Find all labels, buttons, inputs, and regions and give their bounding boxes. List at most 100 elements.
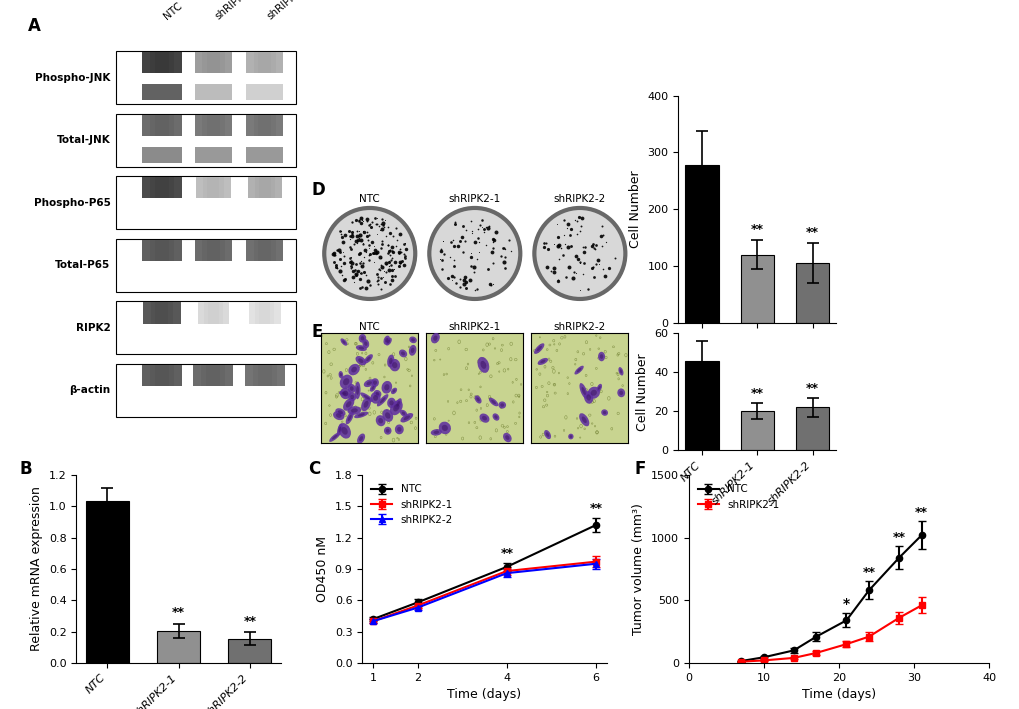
Text: **: ** (805, 225, 818, 239)
Ellipse shape (338, 371, 342, 379)
Legend: NTC, shRIPK2-1: NTC, shRIPK2-1 (693, 480, 783, 514)
Text: **: ** (172, 606, 184, 619)
Ellipse shape (392, 404, 399, 411)
Circle shape (325, 209, 414, 298)
Ellipse shape (618, 367, 623, 376)
Bar (195, 115, 231, 136)
Text: **: ** (244, 615, 256, 627)
Bar (254, 115, 276, 136)
Bar (155, 240, 169, 261)
Ellipse shape (336, 423, 342, 435)
Bar (116, 176, 296, 229)
Ellipse shape (584, 391, 593, 403)
Ellipse shape (379, 397, 385, 403)
Ellipse shape (361, 397, 371, 411)
Bar (207, 240, 220, 261)
Ellipse shape (339, 373, 341, 376)
Ellipse shape (377, 394, 388, 406)
Ellipse shape (354, 412, 368, 418)
Ellipse shape (409, 345, 416, 356)
Ellipse shape (396, 427, 401, 432)
Ellipse shape (338, 427, 341, 432)
Ellipse shape (596, 384, 601, 391)
Text: Total-P65: Total-P65 (55, 260, 110, 270)
Ellipse shape (590, 390, 596, 396)
Ellipse shape (366, 381, 371, 385)
Ellipse shape (364, 354, 373, 364)
Text: **: ** (589, 502, 601, 515)
Bar (206, 364, 220, 386)
Ellipse shape (356, 345, 367, 351)
Text: NTC: NTC (162, 0, 184, 21)
Title: NTC: NTC (359, 323, 380, 333)
Ellipse shape (400, 352, 405, 355)
Text: RIPK2: RIPK2 (75, 323, 110, 333)
Ellipse shape (385, 429, 389, 432)
Ellipse shape (502, 432, 512, 442)
Ellipse shape (441, 425, 447, 431)
Bar (685, 360, 718, 450)
Text: **: ** (892, 531, 905, 544)
Ellipse shape (616, 389, 625, 397)
Ellipse shape (364, 379, 374, 387)
Bar (142, 84, 181, 100)
Title: shRIPK2-1: shRIPK2-1 (448, 194, 500, 204)
Bar (195, 147, 231, 162)
Ellipse shape (619, 391, 623, 395)
Bar (258, 115, 271, 136)
Ellipse shape (385, 338, 388, 342)
Ellipse shape (482, 415, 486, 420)
Ellipse shape (386, 340, 390, 344)
Y-axis label: Relative mRNA expression: Relative mRNA expression (31, 486, 44, 652)
Bar (795, 263, 828, 323)
Bar (740, 411, 773, 450)
Ellipse shape (371, 378, 378, 387)
Ellipse shape (347, 384, 356, 393)
Bar (202, 115, 224, 136)
Ellipse shape (371, 386, 374, 390)
Ellipse shape (378, 418, 383, 423)
Ellipse shape (599, 354, 602, 359)
Legend: NTC, shRIPK2-1, shRIPK2-2: NTC, shRIPK2-1, shRIPK2-2 (367, 480, 457, 529)
Ellipse shape (579, 413, 589, 426)
Bar (203, 177, 223, 199)
Text: Total-JNK: Total-JNK (57, 135, 110, 145)
Ellipse shape (337, 410, 342, 414)
Ellipse shape (581, 416, 586, 423)
Bar (150, 52, 174, 73)
Bar (255, 302, 274, 323)
Bar (194, 364, 233, 386)
Ellipse shape (480, 361, 486, 369)
Bar (142, 52, 181, 73)
Bar (144, 302, 180, 323)
Text: **: ** (805, 381, 818, 395)
Circle shape (323, 207, 416, 300)
Bar (204, 302, 222, 323)
Ellipse shape (388, 358, 392, 364)
Ellipse shape (394, 425, 404, 435)
Ellipse shape (409, 337, 417, 343)
Text: **: ** (750, 388, 763, 401)
Bar (246, 84, 283, 100)
Text: E: E (311, 323, 322, 340)
Bar (195, 52, 231, 73)
Ellipse shape (350, 395, 354, 399)
Ellipse shape (373, 390, 381, 398)
Bar (196, 177, 230, 199)
Ellipse shape (341, 392, 346, 395)
Ellipse shape (536, 346, 541, 351)
Text: A: A (28, 17, 41, 35)
Bar (255, 177, 275, 199)
Text: **: ** (914, 506, 927, 519)
Ellipse shape (494, 415, 497, 419)
Bar (246, 52, 283, 73)
Bar (150, 115, 174, 136)
Y-axis label: Tumor volume (mm³): Tumor volume (mm³) (632, 503, 645, 635)
Ellipse shape (341, 427, 347, 435)
Ellipse shape (389, 359, 399, 372)
Bar (258, 52, 271, 73)
Ellipse shape (574, 366, 583, 374)
Bar (155, 302, 168, 323)
Y-axis label: OD450 nM: OD450 nM (316, 536, 329, 602)
X-axis label: Time (days): Time (days) (801, 688, 875, 701)
